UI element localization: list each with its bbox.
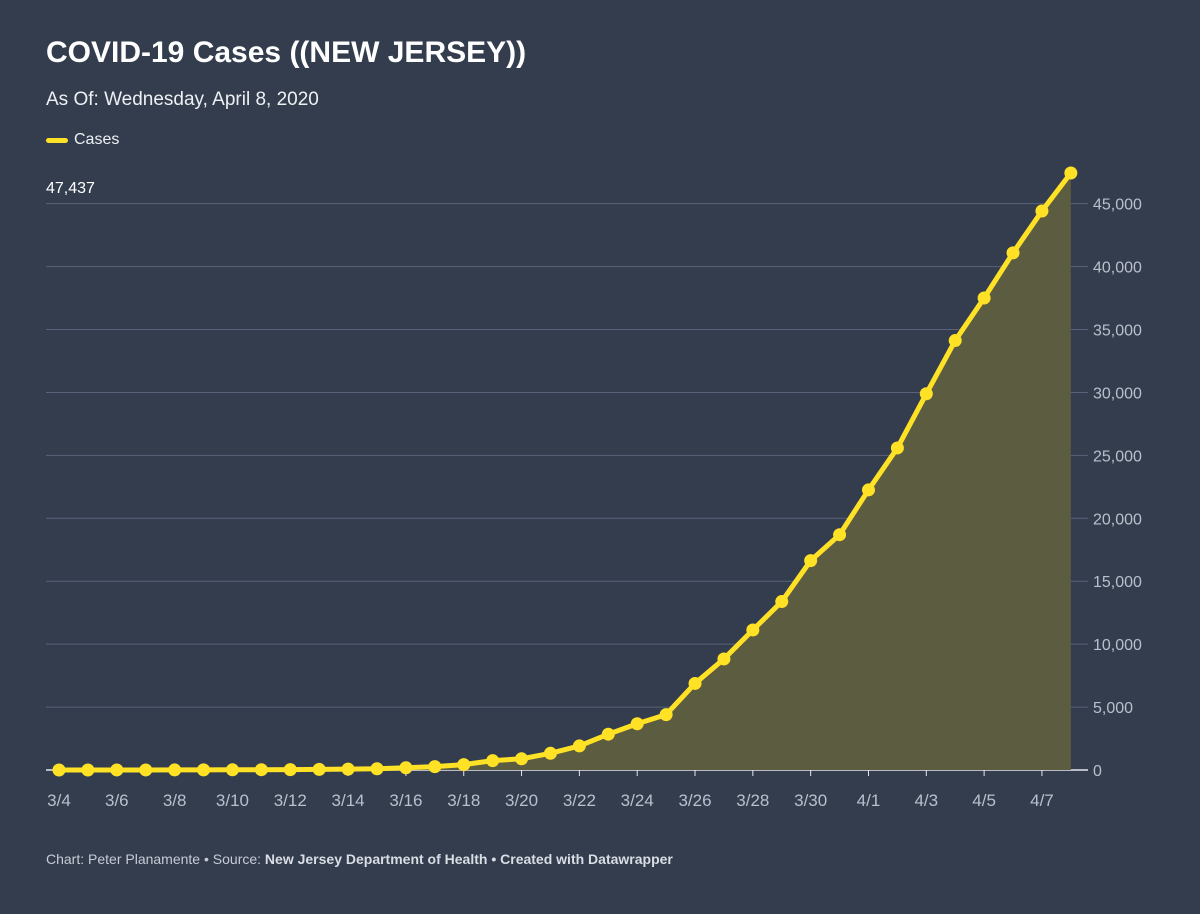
y-tick-label: 10,000 (1093, 637, 1142, 654)
data-point (919, 387, 933, 401)
data-point (1035, 204, 1049, 218)
page-title: COVID-19 Cases ((NEW JERSEY)) (46, 36, 527, 69)
data-point (52, 763, 66, 777)
y-tick-label: 30,000 (1093, 385, 1142, 402)
footer-chart-credit: Chart: Peter Planamente (46, 851, 201, 867)
legend-label-cases: Cases (74, 131, 120, 148)
x-tick-label: 3/28 (736, 791, 769, 810)
data-point (572, 739, 586, 753)
x-tick-label: 3/18 (447, 791, 480, 810)
data-point (197, 763, 211, 777)
x-tick-label: 4/1 (857, 791, 881, 810)
x-tick-label: 3/12 (274, 791, 307, 810)
area-layer (59, 173, 1071, 770)
x-tick-label: 3/8 (163, 791, 187, 810)
point-layer (52, 166, 1078, 777)
footer-separator-1: • (200, 851, 213, 867)
footer-created-with: Created with Datawrapper (500, 851, 673, 867)
y-tick-label: 20,000 (1093, 511, 1142, 528)
data-point (630, 717, 644, 731)
footer-credits: Chart: Peter Planamente • Source: New Je… (46, 851, 673, 867)
data-point (254, 763, 268, 777)
footer-source-name: New Jersey Department of Health (264, 851, 488, 867)
y-tick-label: 25,000 (1093, 448, 1142, 465)
data-point (139, 763, 153, 777)
data-point (804, 554, 818, 568)
data-point (341, 762, 355, 776)
x-tick-label: 3/10 (216, 791, 249, 810)
y-tick-label: 35,000 (1093, 323, 1142, 340)
data-point (399, 761, 413, 775)
x-tick-label: 3/24 (621, 791, 654, 810)
data-point (370, 762, 384, 776)
data-point (515, 752, 529, 766)
data-point (659, 708, 673, 722)
data-point (775, 595, 789, 609)
data-point (428, 760, 442, 774)
data-point (746, 623, 760, 637)
legend: Cases (46, 131, 119, 149)
x-tick-label: 3/6 (105, 791, 129, 810)
x-tick-label: 3/30 (794, 791, 827, 810)
y-tick-label: 0 (1093, 763, 1102, 780)
data-point (1064, 166, 1078, 180)
data-point (457, 758, 471, 772)
y-tick-label: 45,000 (1093, 197, 1142, 214)
cases-area-fill (59, 173, 1071, 770)
data-point (312, 762, 326, 776)
footer-source-prefix: Source: (212, 851, 265, 867)
data-point (861, 483, 875, 497)
data-point (977, 291, 991, 305)
y-tick-label: 15,000 (1093, 574, 1142, 591)
y-tick-label: 40,000 (1093, 260, 1142, 277)
y-tick-label: 5,000 (1093, 700, 1133, 717)
x-tick-label: 3/22 (563, 791, 596, 810)
x-tick-label: 3/4 (47, 791, 71, 810)
x-tick-label: 4/7 (1030, 791, 1054, 810)
footer-separator-2: • (487, 851, 501, 867)
data-point (890, 441, 904, 455)
page-subtitle: As Of: Wednesday, April 8, 2020 (46, 89, 319, 110)
label-layer: 0 5,000 10,000 15,000 20,000 25,000 30,000 35,0… (46, 180, 1142, 810)
data-point (168, 763, 182, 777)
data-point (543, 746, 557, 760)
data-point (601, 727, 615, 741)
data-point (225, 763, 239, 777)
data-point (833, 528, 847, 542)
legend-swatch-cases (46, 137, 68, 143)
data-point (283, 763, 297, 777)
data-point (688, 676, 702, 690)
x-tick-label: 4/3 (914, 791, 938, 810)
data-point (717, 652, 731, 666)
data-point (1006, 246, 1020, 260)
data-point (486, 754, 500, 768)
data-point (110, 763, 124, 777)
x-tick-label: 3/20 (505, 791, 538, 810)
x-tick-label: 4/5 (972, 791, 996, 810)
data-point (948, 334, 962, 348)
last-value-label: 47,437 (46, 180, 95, 197)
data-point (81, 763, 95, 777)
x-tick-label: 3/26 (678, 791, 711, 810)
x-tick-label: 3/16 (389, 791, 422, 810)
x-tick-label: 3/14 (332, 791, 365, 810)
